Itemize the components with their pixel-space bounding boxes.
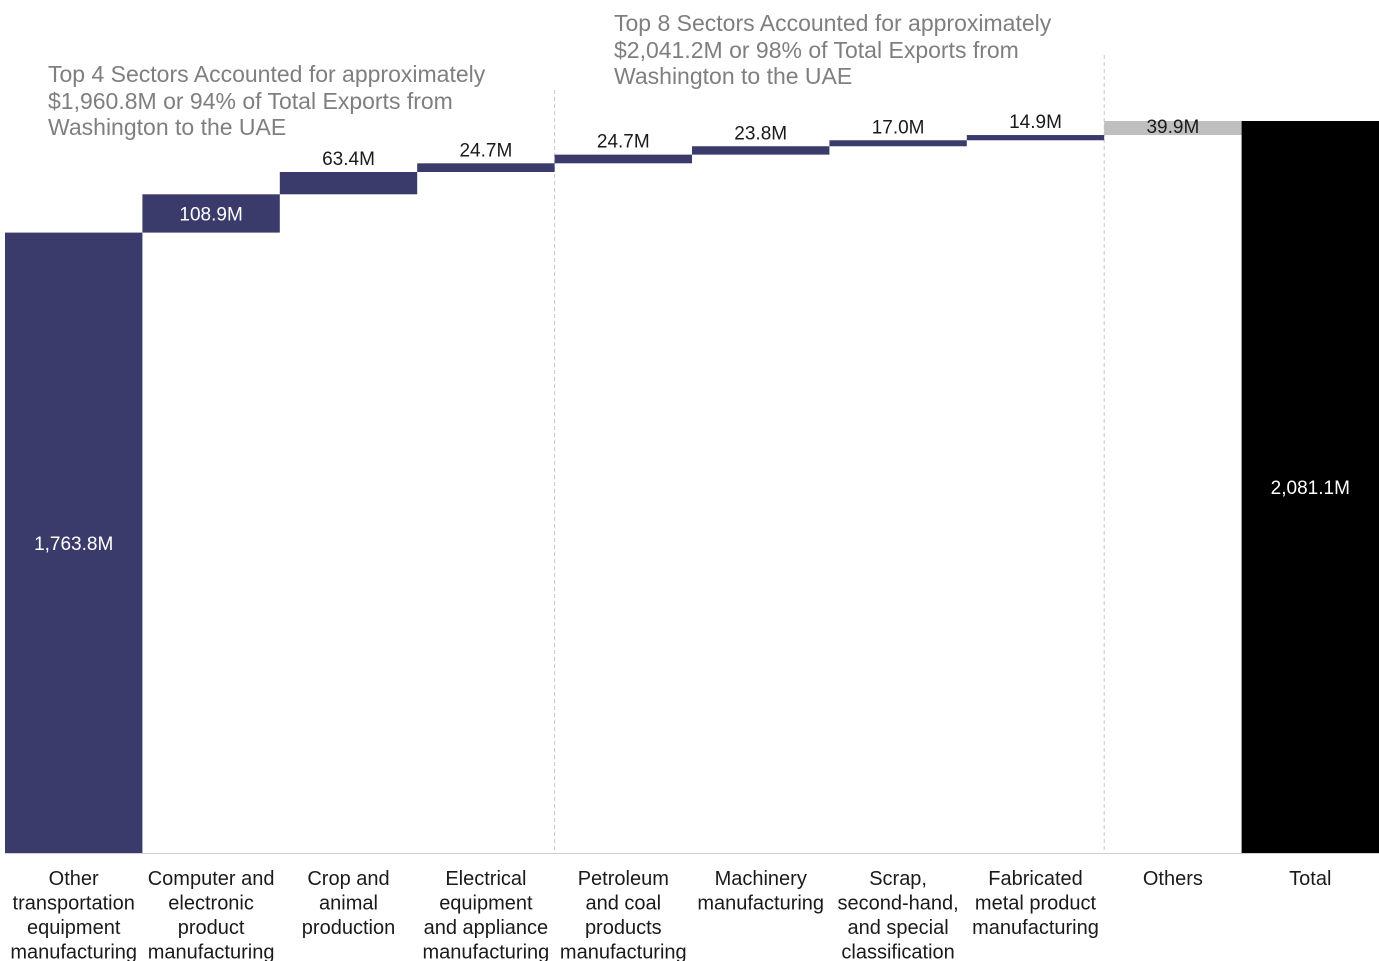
data-label-7: 17.0M: [872, 117, 925, 138]
data-label-6: 23.8M: [734, 123, 787, 144]
bar-6: [692, 146, 830, 155]
annotation-top-4-sectors: Top 4 Sectors Accounted for approximatel…: [48, 61, 486, 140]
data-label-4: 24.7M: [459, 140, 512, 161]
data-labels-group: 1,763.8M 108.9M 63.4M 24.7M 24.7M 23.8M 17.0M 1…: [34, 112, 1350, 555]
bar-3: [279, 172, 418, 195]
category-label-3: Crop and animal production: [302, 868, 395, 939]
bar-7: [829, 140, 967, 147]
group-dividers: [554, 55, 1105, 853]
data-label-8: 14.9M: [1009, 112, 1062, 133]
category-label-5: Petroleum and coal products manufacturing: [560, 868, 687, 961]
category-label-6: Machinery manufacturing: [697, 868, 824, 915]
bar-10: [1241, 121, 1379, 853]
category-label-8: Fabricated metal product manufacturing: [972, 868, 1099, 939]
annotation-top-8-sectors: Top 8 Sectors Accounted for approximatel…: [614, 10, 1052, 89]
bar-4: [417, 163, 555, 173]
category-label-4: Electrical equipment and appliance manufact…: [423, 868, 550, 961]
category-label-2: Computer and electronic product manufacturi…: [148, 868, 275, 961]
bar-9: [1104, 121, 1242, 136]
bar-2: [142, 194, 280, 233]
data-label-9: 39.9M: [1146, 117, 1199, 138]
bar-1: [5, 232, 143, 853]
data-label-2: 108.9M: [179, 204, 242, 225]
bar-5: [554, 154, 692, 164]
data-label-3: 63.4M: [322, 149, 375, 170]
data-label-5: 24.7M: [597, 132, 650, 153]
category-label-7: Scrap, second-hand, and special classificat…: [837, 868, 958, 961]
category-label-1: Other transportation equipment manufacturin…: [10, 868, 137, 961]
bar-8: [966, 135, 1105, 141]
bars-group: [5, 121, 1379, 853]
category-label-9: Others: [1143, 868, 1203, 890]
category-labels-group: Other transportation equipment manufacturin…: [10, 868, 1331, 961]
category-label-10: Total: [1289, 868, 1331, 890]
data-label-1: 1,763.8M: [34, 534, 113, 555]
data-label-10: 2,081.1M: [1271, 478, 1350, 499]
